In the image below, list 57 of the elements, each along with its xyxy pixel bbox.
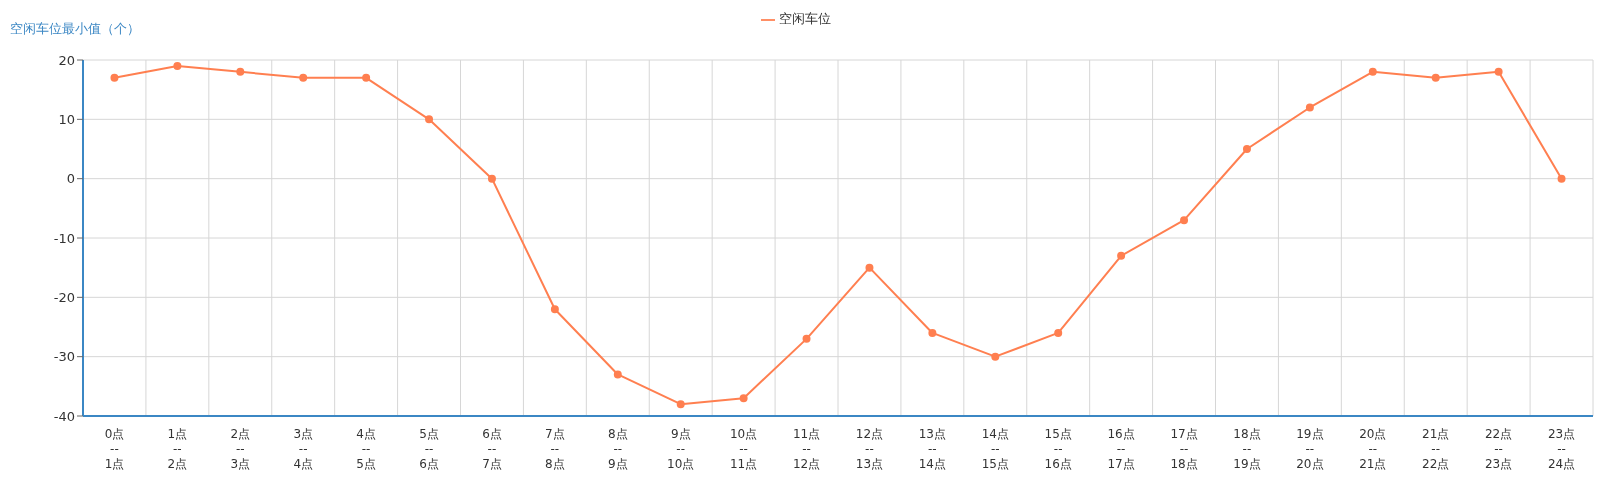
x-tick-label: 11点 -- 12点 — [792, 427, 821, 471]
x-tick-label: 2点 -- 3点 — [230, 427, 251, 471]
point — [613, 370, 622, 379]
point — [865, 263, 874, 272]
x-tick-label: 15点 -- 16点 — [1044, 427, 1072, 471]
y-axis-title: 空闲车位最小值（个） — [10, 20, 140, 38]
x-tick-label: 8点 -- 9点 — [607, 427, 628, 471]
x-tick-label: 9点 -- 10点 — [667, 427, 695, 471]
x-tick-label: 18点 -- 19点 — [1233, 427, 1261, 471]
point — [676, 400, 685, 409]
point — [299, 73, 308, 82]
y-tick-label: 10 — [58, 111, 75, 127]
y-tick-label: -10 — [53, 230, 75, 246]
point — [173, 61, 182, 70]
x-tick-label: 3点 -- 4点 — [293, 427, 314, 471]
x-tick-label: 6点 -- 7点 — [482, 427, 502, 471]
point — [1117, 251, 1126, 260]
x-tick-label: 23点 -- 24点 — [1547, 427, 1576, 471]
x-tick-label: 10点 -- 11点 — [729, 427, 758, 471]
legend-label: 空闲车位 — [778, 11, 831, 26]
x-tick-label: 19点 -- 20点 — [1296, 427, 1324, 471]
point — [1180, 216, 1189, 225]
point — [1368, 67, 1377, 76]
point — [110, 73, 119, 82]
x-tick-label: 0点 -- 1点 — [104, 427, 125, 471]
point — [362, 73, 371, 82]
x-tick-label: 7点 -- 8点 — [545, 427, 565, 471]
y-tick-label: 20 — [58, 52, 75, 68]
point — [1557, 174, 1566, 183]
x-tick-label: 5点 -- 6点 — [419, 427, 439, 471]
x-tick-label: 17点 -- 18点 — [1170, 427, 1198, 471]
x-tick-label: 4点 -- 5点 — [356, 427, 376, 471]
y-tick-label: 0 — [66, 171, 75, 187]
point — [236, 67, 245, 76]
point — [1431, 73, 1440, 82]
x-tick-label: 14点 -- 15点 — [981, 427, 1009, 471]
y-tick-label: -40 — [53, 408, 75, 424]
x-tick-label: 22点 -- 23点 — [1484, 427, 1513, 471]
point — [487, 174, 496, 183]
point — [1054, 328, 1063, 337]
point — [739, 394, 748, 403]
x-tick-label: 1点 -- 2点 — [167, 427, 188, 471]
point — [1242, 145, 1251, 153]
point — [425, 115, 434, 124]
x-tick-label: 21点 -- 22点 — [1422, 427, 1450, 471]
y-tick-label: -30 — [53, 349, 75, 365]
y-tick-label: -20 — [53, 289, 75, 305]
point — [802, 334, 811, 343]
x-tick-label: 16点 -- 17点 — [1107, 427, 1135, 471]
point — [550, 305, 559, 314]
point — [928, 328, 937, 337]
x-tick-label: 20点 -- 21点 — [1359, 427, 1387, 471]
point — [991, 352, 1000, 361]
point — [1494, 67, 1503, 76]
x-tick-label: 12点 -- 13点 — [855, 427, 884, 471]
x-tick-label: 13点 -- 14点 — [918, 427, 947, 471]
point — [1305, 103, 1314, 112]
